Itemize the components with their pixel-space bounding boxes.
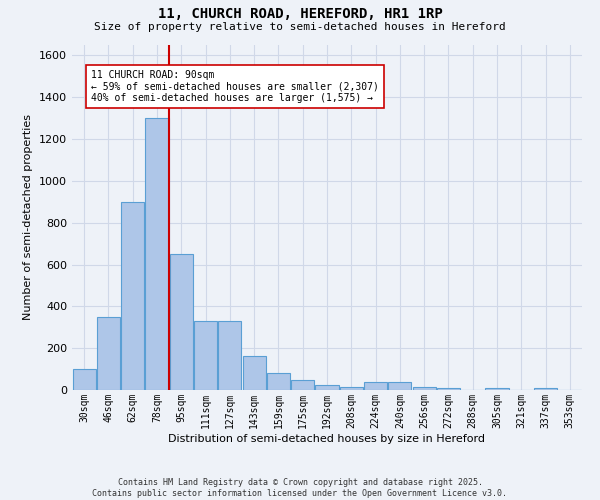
Bar [340, 387, 363, 390]
Text: Size of property relative to semi-detached houses in Hereford: Size of property relative to semi-detach… [94, 22, 506, 32]
Bar [291, 380, 314, 390]
Text: 11 CHURCH ROAD: 90sqm
← 59% of semi-detached houses are smaller (2,307)
40% of s: 11 CHURCH ROAD: 90sqm ← 59% of semi-deta… [91, 70, 379, 103]
Bar [170, 254, 193, 390]
Bar [145, 118, 169, 390]
Bar [437, 388, 460, 390]
Bar [267, 374, 290, 390]
Bar [364, 382, 387, 390]
Text: 11, CHURCH ROAD, HEREFORD, HR1 1RP: 11, CHURCH ROAD, HEREFORD, HR1 1RP [158, 8, 442, 22]
Y-axis label: Number of semi-detached properties: Number of semi-detached properties [23, 114, 34, 320]
Bar [316, 385, 338, 390]
Bar [121, 202, 144, 390]
Text: Contains HM Land Registry data © Crown copyright and database right 2025.
Contai: Contains HM Land Registry data © Crown c… [92, 478, 508, 498]
Bar [534, 388, 557, 390]
Bar [485, 388, 509, 390]
Bar [97, 317, 120, 390]
X-axis label: Distribution of semi-detached houses by size in Hereford: Distribution of semi-detached houses by … [169, 434, 485, 444]
Bar [194, 321, 217, 390]
Bar [388, 382, 412, 390]
Bar [242, 356, 266, 390]
Bar [218, 321, 241, 390]
Bar [413, 387, 436, 390]
Bar [73, 369, 95, 390]
